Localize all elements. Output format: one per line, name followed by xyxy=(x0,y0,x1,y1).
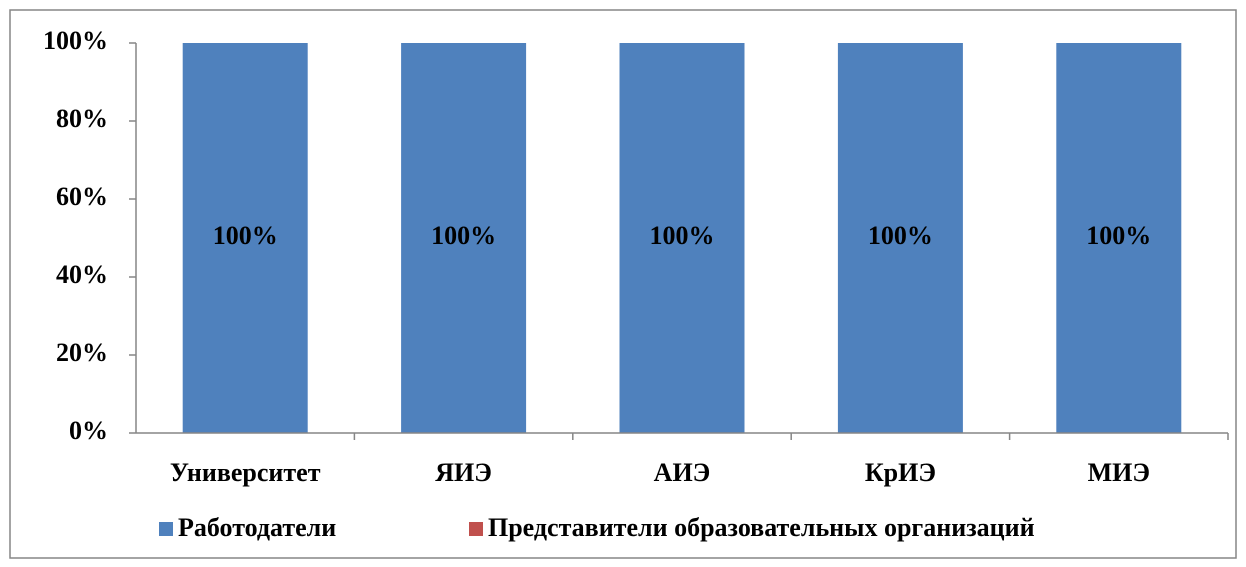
bar-segment xyxy=(1056,43,1182,433)
y-tick-label: 40% xyxy=(56,260,108,289)
legend-label: Представители образовательных организаци… xyxy=(488,513,1035,542)
x-tick-label: Университет xyxy=(170,458,321,487)
data-label: 100% xyxy=(868,221,933,250)
legend-swatch xyxy=(159,522,173,536)
x-tick-label: МИЭ xyxy=(1088,458,1150,487)
bar-segment xyxy=(619,43,745,433)
legend-swatch xyxy=(469,522,483,536)
y-tick-label: 100% xyxy=(43,26,108,55)
y-tick-label: 80% xyxy=(56,104,108,133)
y-tick-label: 0% xyxy=(69,416,108,445)
data-label: 100% xyxy=(213,221,278,250)
legend-label: Работодатели xyxy=(178,513,336,542)
y-tick-label: 20% xyxy=(56,338,108,367)
y-tick-label: 60% xyxy=(56,182,108,211)
data-label: 100% xyxy=(650,221,715,250)
bar-segment xyxy=(401,43,527,433)
bar-segment xyxy=(182,43,308,433)
data-label: 100% xyxy=(431,221,496,250)
x-tick-label: КрИЭ xyxy=(865,458,936,487)
bar-segment xyxy=(837,43,963,433)
x-tick-label: ЯИЭ xyxy=(435,458,492,487)
x-tick-label: АИЭ xyxy=(654,458,711,487)
data-label: 100% xyxy=(1086,221,1151,250)
